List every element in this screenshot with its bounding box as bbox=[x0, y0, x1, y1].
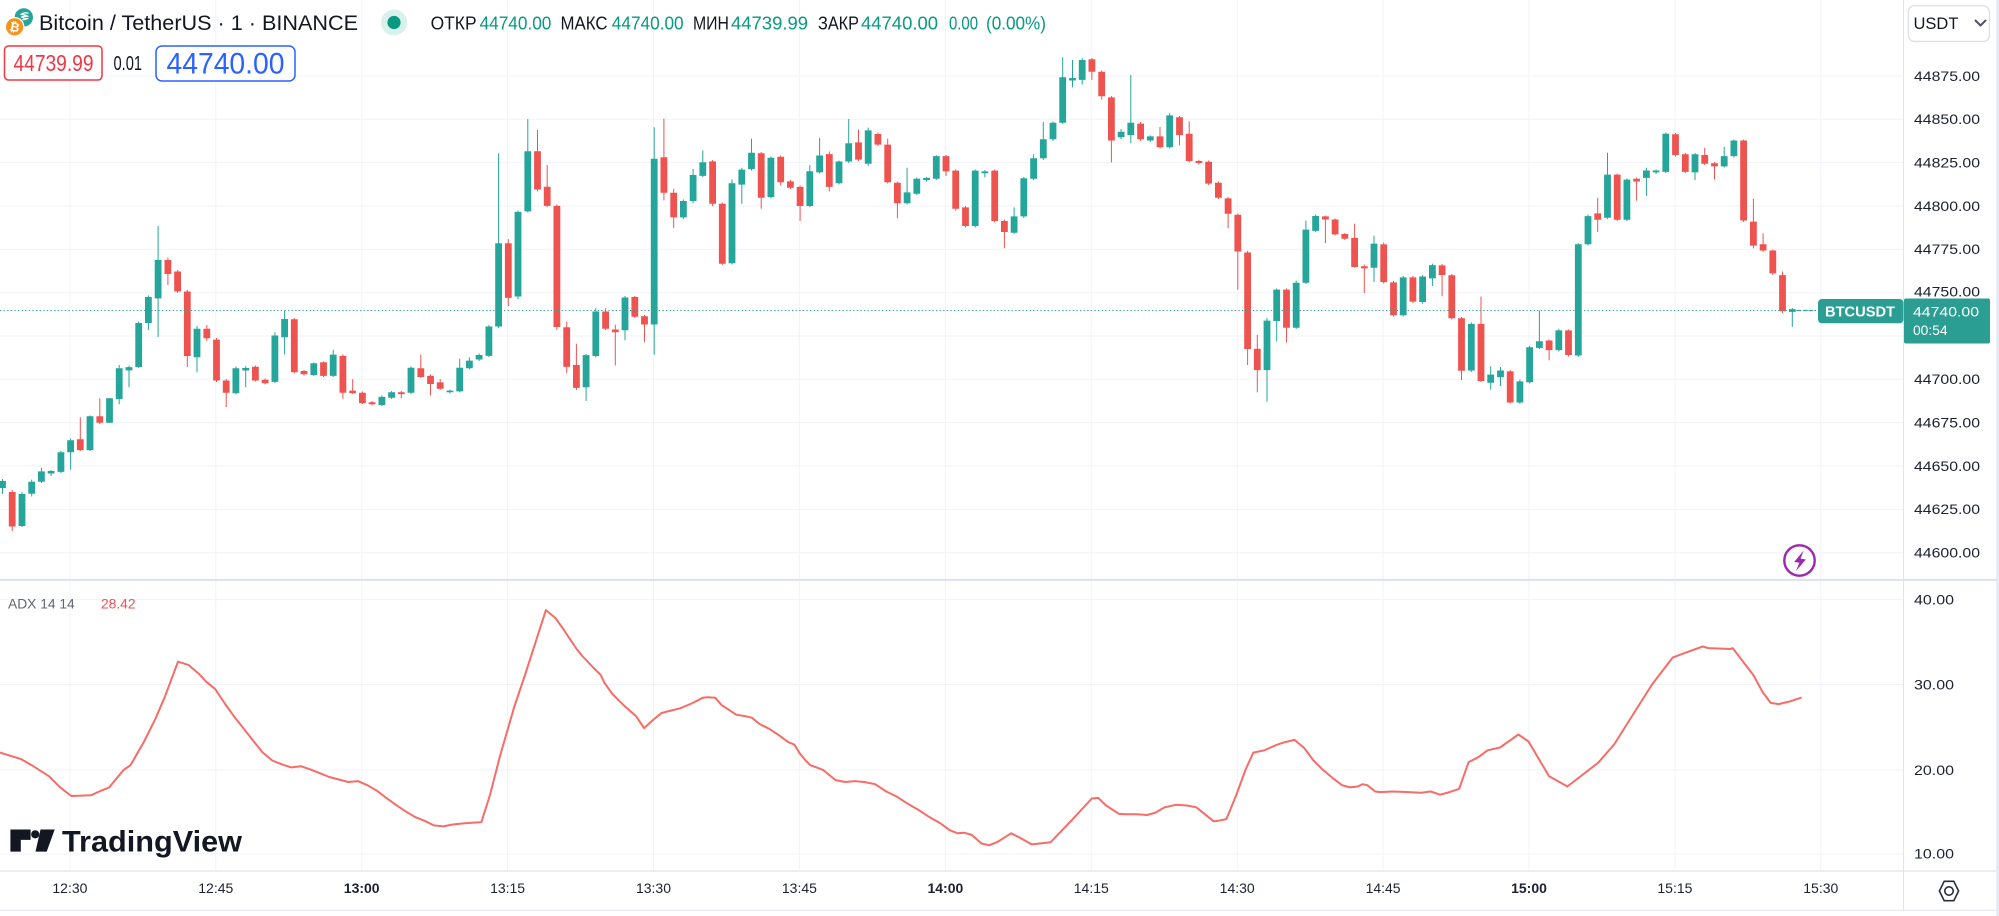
svg-text:₿: ₿ bbox=[8, 19, 21, 35]
svg-text:BTCUSDT: BTCUSDT bbox=[1825, 305, 1895, 321]
svg-text:USDT: USDT bbox=[1914, 15, 1959, 33]
svg-text:44600.0044625.0044650.0044675.: 44600.0044625.0044650.0044675.0044700.00… bbox=[1914, 69, 1980, 862]
svg-text:00:54: 00:54 bbox=[1913, 323, 1948, 338]
svg-text:44740.00: 44740.00 bbox=[167, 48, 285, 81]
svg-text:44739.99: 44739.99 bbox=[14, 50, 94, 76]
svg-text:44740.00: 44740.00 bbox=[1913, 304, 1979, 319]
svg-text:TradingView: TradingView bbox=[62, 826, 243, 859]
svg-text:Bitcoin / TetherUS · 1 · BINAN: Bitcoin / TetherUS · 1 · BINANCE bbox=[39, 11, 358, 35]
svg-text:0.01: 0.01 bbox=[114, 53, 143, 75]
